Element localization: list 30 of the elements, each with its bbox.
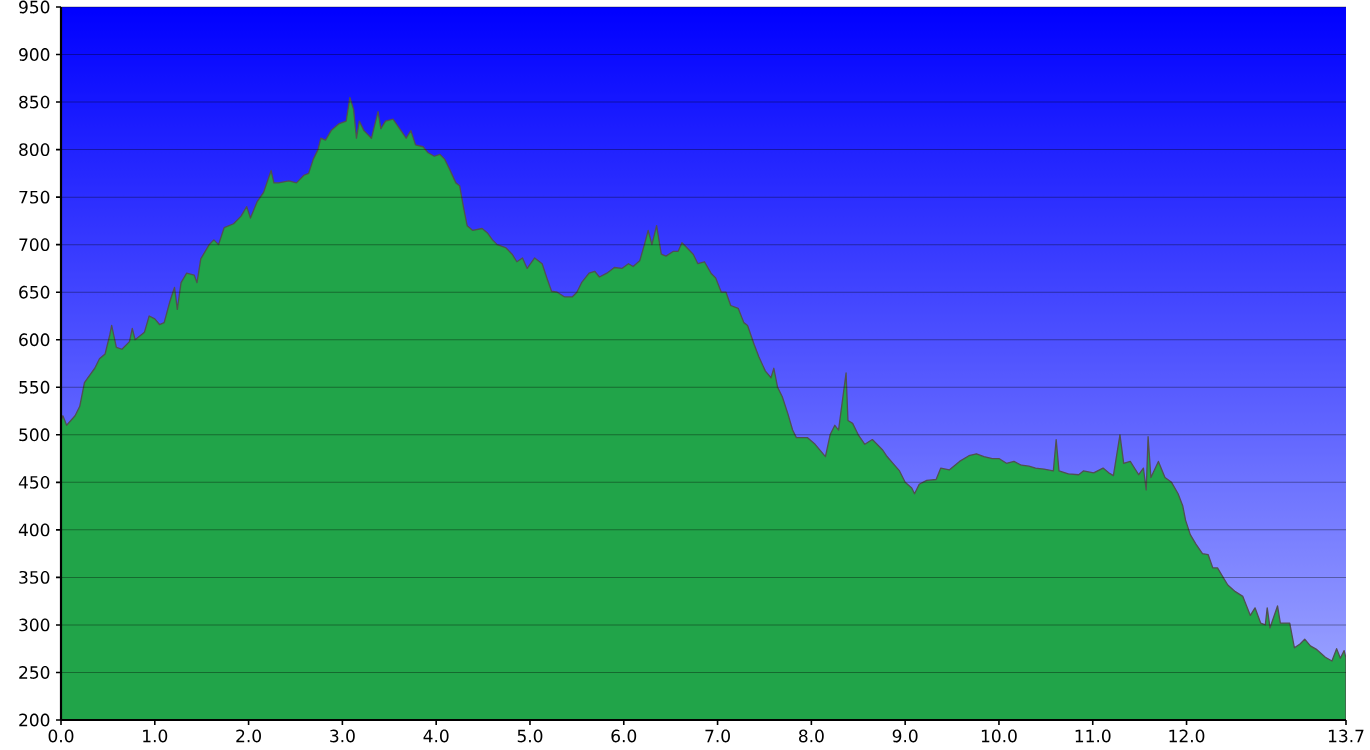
- y-tick-label: 700: [19, 238, 50, 252]
- y-tick-label: 800: [19, 143, 50, 157]
- x-tick-label: 1.0: [143, 729, 168, 743]
- y-tick-label: 900: [19, 48, 50, 61]
- x-tick-label: 9.0: [892, 729, 918, 743]
- x-tick-label: 10.0: [981, 729, 1017, 743]
- x-tick-label: 8.0: [799, 729, 824, 743]
- y-tick-label: 850: [19, 95, 50, 109]
- x-tick-label: 2.0: [236, 729, 261, 743]
- x-tick-label: 12.0: [1169, 729, 1205, 743]
- x-tick-label: 11.0: [1075, 729, 1111, 743]
- y-tick-label: 200: [19, 713, 50, 727]
- x-tick-label: 7.0: [705, 729, 730, 743]
- y-tick-label: 300: [19, 618, 50, 632]
- x-tick-label: 13.7: [1328, 729, 1364, 743]
- x-tick-label: 3.0: [330, 729, 355, 743]
- y-tick-label: 250: [19, 666, 50, 679]
- x-tick-label: 4.0: [423, 729, 449, 743]
- y-tick-label: 650: [19, 285, 50, 299]
- y-tick-label: 500: [19, 428, 50, 442]
- x-tick-label: 6.0: [611, 729, 637, 743]
- y-tick-label: 400: [18, 523, 50, 537]
- x-tick-label: 0.0: [48, 729, 74, 743]
- y-tick-label: 350: [19, 570, 50, 584]
- y-tick-label: 550: [19, 380, 50, 394]
- y-tick-label: 750: [19, 190, 50, 204]
- x-tick-label: 5.0: [517, 729, 543, 743]
- y-tick-label: 950: [19, 0, 50, 14]
- y-tick-label: 450: [18, 475, 50, 489]
- y-tick-label: 600: [19, 333, 50, 347]
